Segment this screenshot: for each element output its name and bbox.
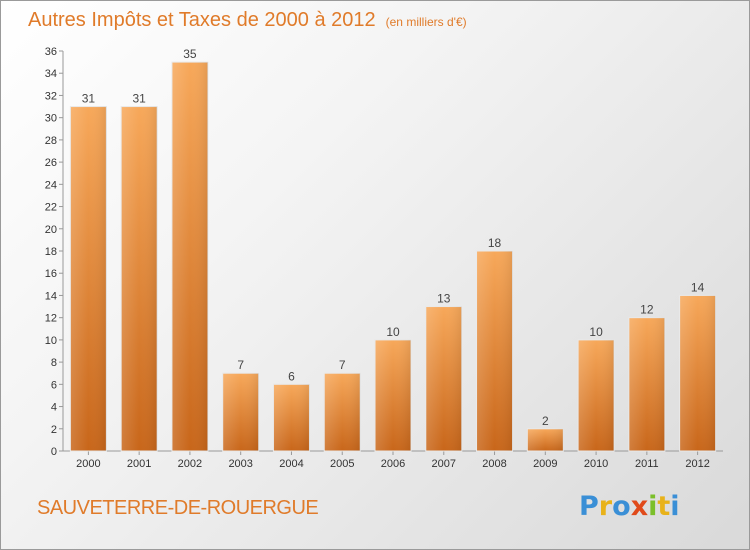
proxiti-logo: Proxiti (579, 491, 680, 522)
data-label: 7 (339, 358, 346, 372)
x-tick-label: 2006 (381, 458, 405, 470)
x-tick-label: 2003 (228, 458, 252, 470)
y-tick-label: 6 (51, 379, 57, 391)
x-tick-label: 2007 (432, 458, 456, 470)
logo-letter: r (598, 491, 613, 522)
bars (69, 61, 717, 452)
y-tick-label: 36 (45, 46, 57, 58)
y-tick-label: 4 (51, 402, 57, 414)
data-label: 6 (288, 369, 295, 383)
data-label: 35 (183, 47, 197, 61)
y-tick-label: 32 (45, 90, 57, 102)
data-label: 10 (386, 325, 400, 339)
x-tick-label: 2009 (533, 458, 557, 470)
bar-shade (527, 428, 564, 451)
data-label: 10 (589, 325, 603, 339)
y-tick-label: 8 (51, 357, 57, 369)
data-label: 14 (691, 280, 705, 294)
bar-shade (171, 62, 208, 451)
bar-shade (375, 339, 411, 451)
y-tick-label: 16 (45, 268, 57, 280)
data-label: 12 (640, 303, 654, 317)
x-tick-label: 2002 (178, 458, 202, 470)
labels: 31 2000 31 2001 35 2002 7 2003 6 2004 7 2005 10 2006 1… (76, 47, 710, 470)
bar-shade (628, 317, 665, 451)
data-label: 31 (132, 92, 146, 106)
logo-letter: t (657, 491, 671, 522)
y-tick-label: 14 (45, 290, 57, 302)
data-label: 18 (488, 236, 502, 250)
logo-letter: i (670, 491, 680, 522)
data-label: 31 (82, 92, 96, 106)
bar-shade (476, 251, 513, 451)
x-tick-label: 2005 (330, 458, 354, 470)
logo-letter: P (579, 491, 599, 522)
bar-shade (273, 384, 310, 451)
data-label: 2 (542, 414, 549, 428)
x-tick-label: 2000 (76, 458, 100, 470)
x-tick-label: 2011 (635, 458, 659, 470)
bar-shade (324, 373, 361, 451)
bar-shade (121, 106, 158, 452)
logo-letter: i (648, 491, 658, 522)
y-tick-label: 12 (45, 313, 57, 325)
y-tick-label: 0 (51, 446, 57, 458)
logo-letter: o (612, 491, 631, 522)
x-tick-label: 2008 (482, 458, 506, 470)
logo-letter: x (630, 491, 649, 522)
y-tick-label: 20 (45, 224, 57, 236)
y-tick-label: 28 (45, 135, 57, 147)
y-tick-label: 18 (45, 246, 57, 258)
y-tick-label: 24 (45, 179, 57, 191)
bar-shade (425, 306, 462, 451)
x-tick-label: 2012 (685, 458, 709, 470)
chart-title-unit: (en milliers d'€) (385, 15, 467, 29)
commune-name: SAUVETERRE-DE-ROUERGUE (37, 497, 319, 519)
chart-title: Autres Impôts et Taxes de 2000 à 2012 (en… (28, 9, 467, 32)
data-label: 13 (437, 292, 451, 306)
y-tick-label: 30 (45, 113, 57, 125)
data-label: 7 (237, 358, 244, 372)
x-tick-label: 2001 (127, 458, 151, 470)
bar-shade (578, 339, 615, 451)
y-tick-label: 2 (51, 424, 57, 436)
y-tick-label: 26 (45, 157, 57, 169)
x-tick-label: 2010 (584, 458, 608, 470)
bar-shade (679, 295, 716, 451)
bar-shade (70, 106, 107, 452)
chart-title-text: Autres Impôts et Taxes de 2000 à 2012 (28, 9, 376, 31)
x-tick-label: 2004 (279, 458, 303, 470)
y-tick-label: 10 (45, 335, 57, 347)
y-tick-label: 34 (45, 68, 57, 80)
bar-shade (222, 373, 259, 451)
y-tick-label: 22 (45, 202, 57, 214)
